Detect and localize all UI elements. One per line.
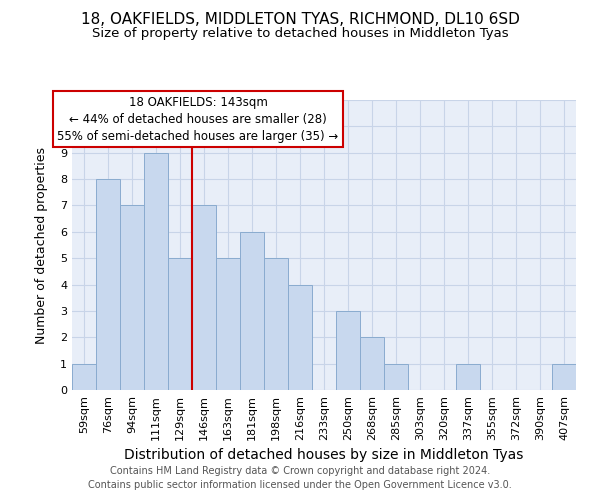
- Bar: [240, 232, 264, 390]
- Text: Contains HM Land Registry data © Crown copyright and database right 2024.: Contains HM Land Registry data © Crown c…: [110, 466, 490, 476]
- Y-axis label: Number of detached properties: Number of detached properties: [35, 146, 47, 344]
- Bar: [456, 364, 480, 390]
- Bar: [360, 338, 384, 390]
- Text: Contains public sector information licensed under the Open Government Licence v3: Contains public sector information licen…: [88, 480, 512, 490]
- X-axis label: Distribution of detached houses by size in Middleton Tyas: Distribution of detached houses by size …: [124, 448, 524, 462]
- Bar: [336, 311, 360, 390]
- Bar: [552, 364, 576, 390]
- Text: Size of property relative to detached houses in Middleton Tyas: Size of property relative to detached ho…: [92, 28, 508, 40]
- Bar: [168, 258, 192, 390]
- Bar: [144, 152, 168, 390]
- Text: 18, OAKFIELDS, MIDDLETON TYAS, RICHMOND, DL10 6SD: 18, OAKFIELDS, MIDDLETON TYAS, RICHMOND,…: [80, 12, 520, 28]
- Bar: [96, 179, 120, 390]
- Bar: [216, 258, 240, 390]
- Text: 18 OAKFIELDS: 143sqm
← 44% of detached houses are smaller (28)
55% of semi-detac: 18 OAKFIELDS: 143sqm ← 44% of detached h…: [58, 96, 338, 142]
- Bar: [120, 206, 144, 390]
- Bar: [192, 206, 216, 390]
- Bar: [72, 364, 96, 390]
- Bar: [384, 364, 408, 390]
- Bar: [288, 284, 312, 390]
- Bar: [264, 258, 288, 390]
